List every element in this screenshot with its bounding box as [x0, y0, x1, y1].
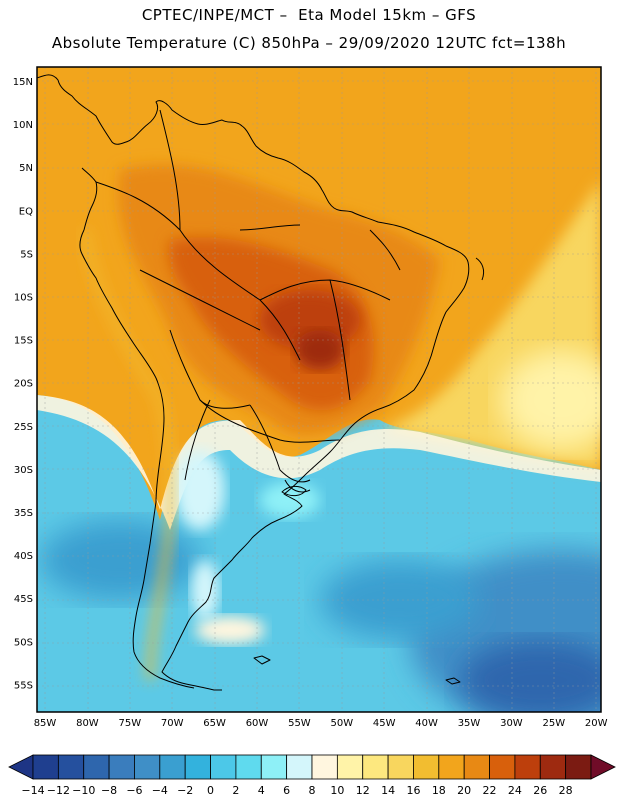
- lat-label: 50S: [14, 637, 33, 648]
- colorbar-label: −4: [152, 784, 168, 797]
- lat-label: 55S: [14, 680, 33, 691]
- lat-label: 15S: [14, 336, 33, 347]
- title-line-1: CPTEC/INPE/MCT – Eta Model 15km – GFS: [141, 6, 477, 24]
- colorbar-swatch: [57, 754, 85, 780]
- longitude-axis: 85W 80W 75W 70W 65W 60W 55W 50W 45W 40W 35W 30W 25W 2…: [34, 718, 608, 729]
- lon-label: 55W: [288, 718, 311, 729]
- colorbar-swatch: [514, 754, 541, 780]
- lon-label: 70W: [161, 718, 184, 729]
- lon-label: 45W: [373, 718, 396, 729]
- colorbar-label: 20: [457, 784, 471, 797]
- colorbar-label: −10: [72, 784, 95, 797]
- latitude-axis: 15N 10N 5N EQ 5S 10S 15S 20S 25S 30S 35S 40S 45S 50S 5…: [13, 77, 33, 691]
- lon-label: 65W: [203, 718, 226, 729]
- lon-label: 20W: [585, 718, 608, 729]
- colorbar: −14 −12 −10 −8 −6 −4 −2 0 2 4 6 8 10 12 14 16 18 20 22 24 26…: [8, 754, 616, 797]
- colorbar-swatch: [83, 754, 110, 780]
- colorbar-swatch: [108, 754, 135, 780]
- lon-label: 50W: [330, 718, 353, 729]
- lon-label: 30W: [500, 718, 523, 729]
- lon-label: 80W: [76, 718, 99, 729]
- lat-label: 5N: [19, 163, 33, 174]
- colorbar-swatch: [32, 754, 59, 780]
- colorbar-swatch: [438, 754, 465, 780]
- lon-label: 25W: [542, 718, 565, 729]
- title-line-2: Absolute Temperature (C) 850hPa – 29/09/…: [51, 34, 567, 52]
- colorbar-swatch: [565, 754, 592, 780]
- colorbar-label: 16: [406, 784, 420, 797]
- colorbar-label: 28: [559, 784, 573, 797]
- lon-label: 40W: [415, 718, 438, 729]
- colorbar-label: 12: [356, 784, 370, 797]
- colorbar-label: 10: [330, 784, 344, 797]
- colorbar-swatch: [311, 754, 338, 780]
- lon-label: 35W: [458, 718, 481, 729]
- map-frame: [36, 66, 602, 713]
- colorbar-swatch: [210, 754, 237, 780]
- lat-label: 5S: [20, 249, 33, 260]
- lat-label: 10N: [13, 120, 33, 131]
- lon-label: 75W: [118, 718, 141, 729]
- lat-label: 45S: [14, 594, 33, 605]
- lat-label: 15N: [13, 77, 33, 88]
- colorbar-label: 0: [207, 784, 214, 797]
- colorbar-label: 4: [258, 784, 265, 797]
- colorbar-swatch: [539, 754, 567, 780]
- colorbar-label: 2: [232, 784, 239, 797]
- colorbar-swatch: [134, 754, 161, 780]
- colorbar-label: 24: [508, 784, 522, 797]
- lon-label: 85W: [34, 718, 57, 729]
- lat-label: 40S: [14, 551, 33, 562]
- lat-label: EQ: [19, 206, 33, 217]
- lat-label: 30S: [14, 465, 33, 476]
- colorbar-swatch: [362, 754, 389, 780]
- colorbar-swatch: [159, 754, 186, 780]
- colorbar-label: −12: [47, 784, 70, 797]
- temperature-field: [37, 67, 601, 712]
- colorbar-swatch: [387, 754, 414, 780]
- colorbar-label: 14: [381, 784, 395, 797]
- colorbar-swatch: [260, 754, 288, 780]
- colorbar-swatch: [235, 754, 262, 780]
- colorbar-swatch: [489, 754, 516, 780]
- colorbar-label: 6: [283, 784, 290, 797]
- colorbar-min-arrow: [8, 754, 34, 780]
- colorbar-swatch: [286, 754, 313, 780]
- colorbar-swatch: [336, 754, 364, 780]
- colorbar-label: 26: [533, 784, 547, 797]
- lon-label: 60W: [246, 718, 269, 729]
- colorbar-max-arrow: [590, 754, 616, 780]
- lat-label: 35S: [14, 508, 33, 519]
- lat-label: 25S: [14, 422, 33, 433]
- colorbar-swatch: [413, 754, 440, 780]
- colorbar-swatch: [184, 754, 211, 780]
- colorbar-label: −8: [101, 784, 117, 797]
- lat-label: 10S: [14, 293, 33, 304]
- colorbar-label: −6: [126, 784, 142, 797]
- colorbar-swatch: [463, 754, 490, 780]
- coastline: [36, 74, 485, 691]
- colorbar-label: −14: [21, 784, 44, 797]
- colorbar-label: 22: [483, 784, 497, 797]
- colorbar-label: 18: [432, 784, 446, 797]
- colorbar-label: −2: [177, 784, 193, 797]
- lat-label: 20S: [14, 379, 33, 390]
- colorbar-label: 8: [309, 784, 316, 797]
